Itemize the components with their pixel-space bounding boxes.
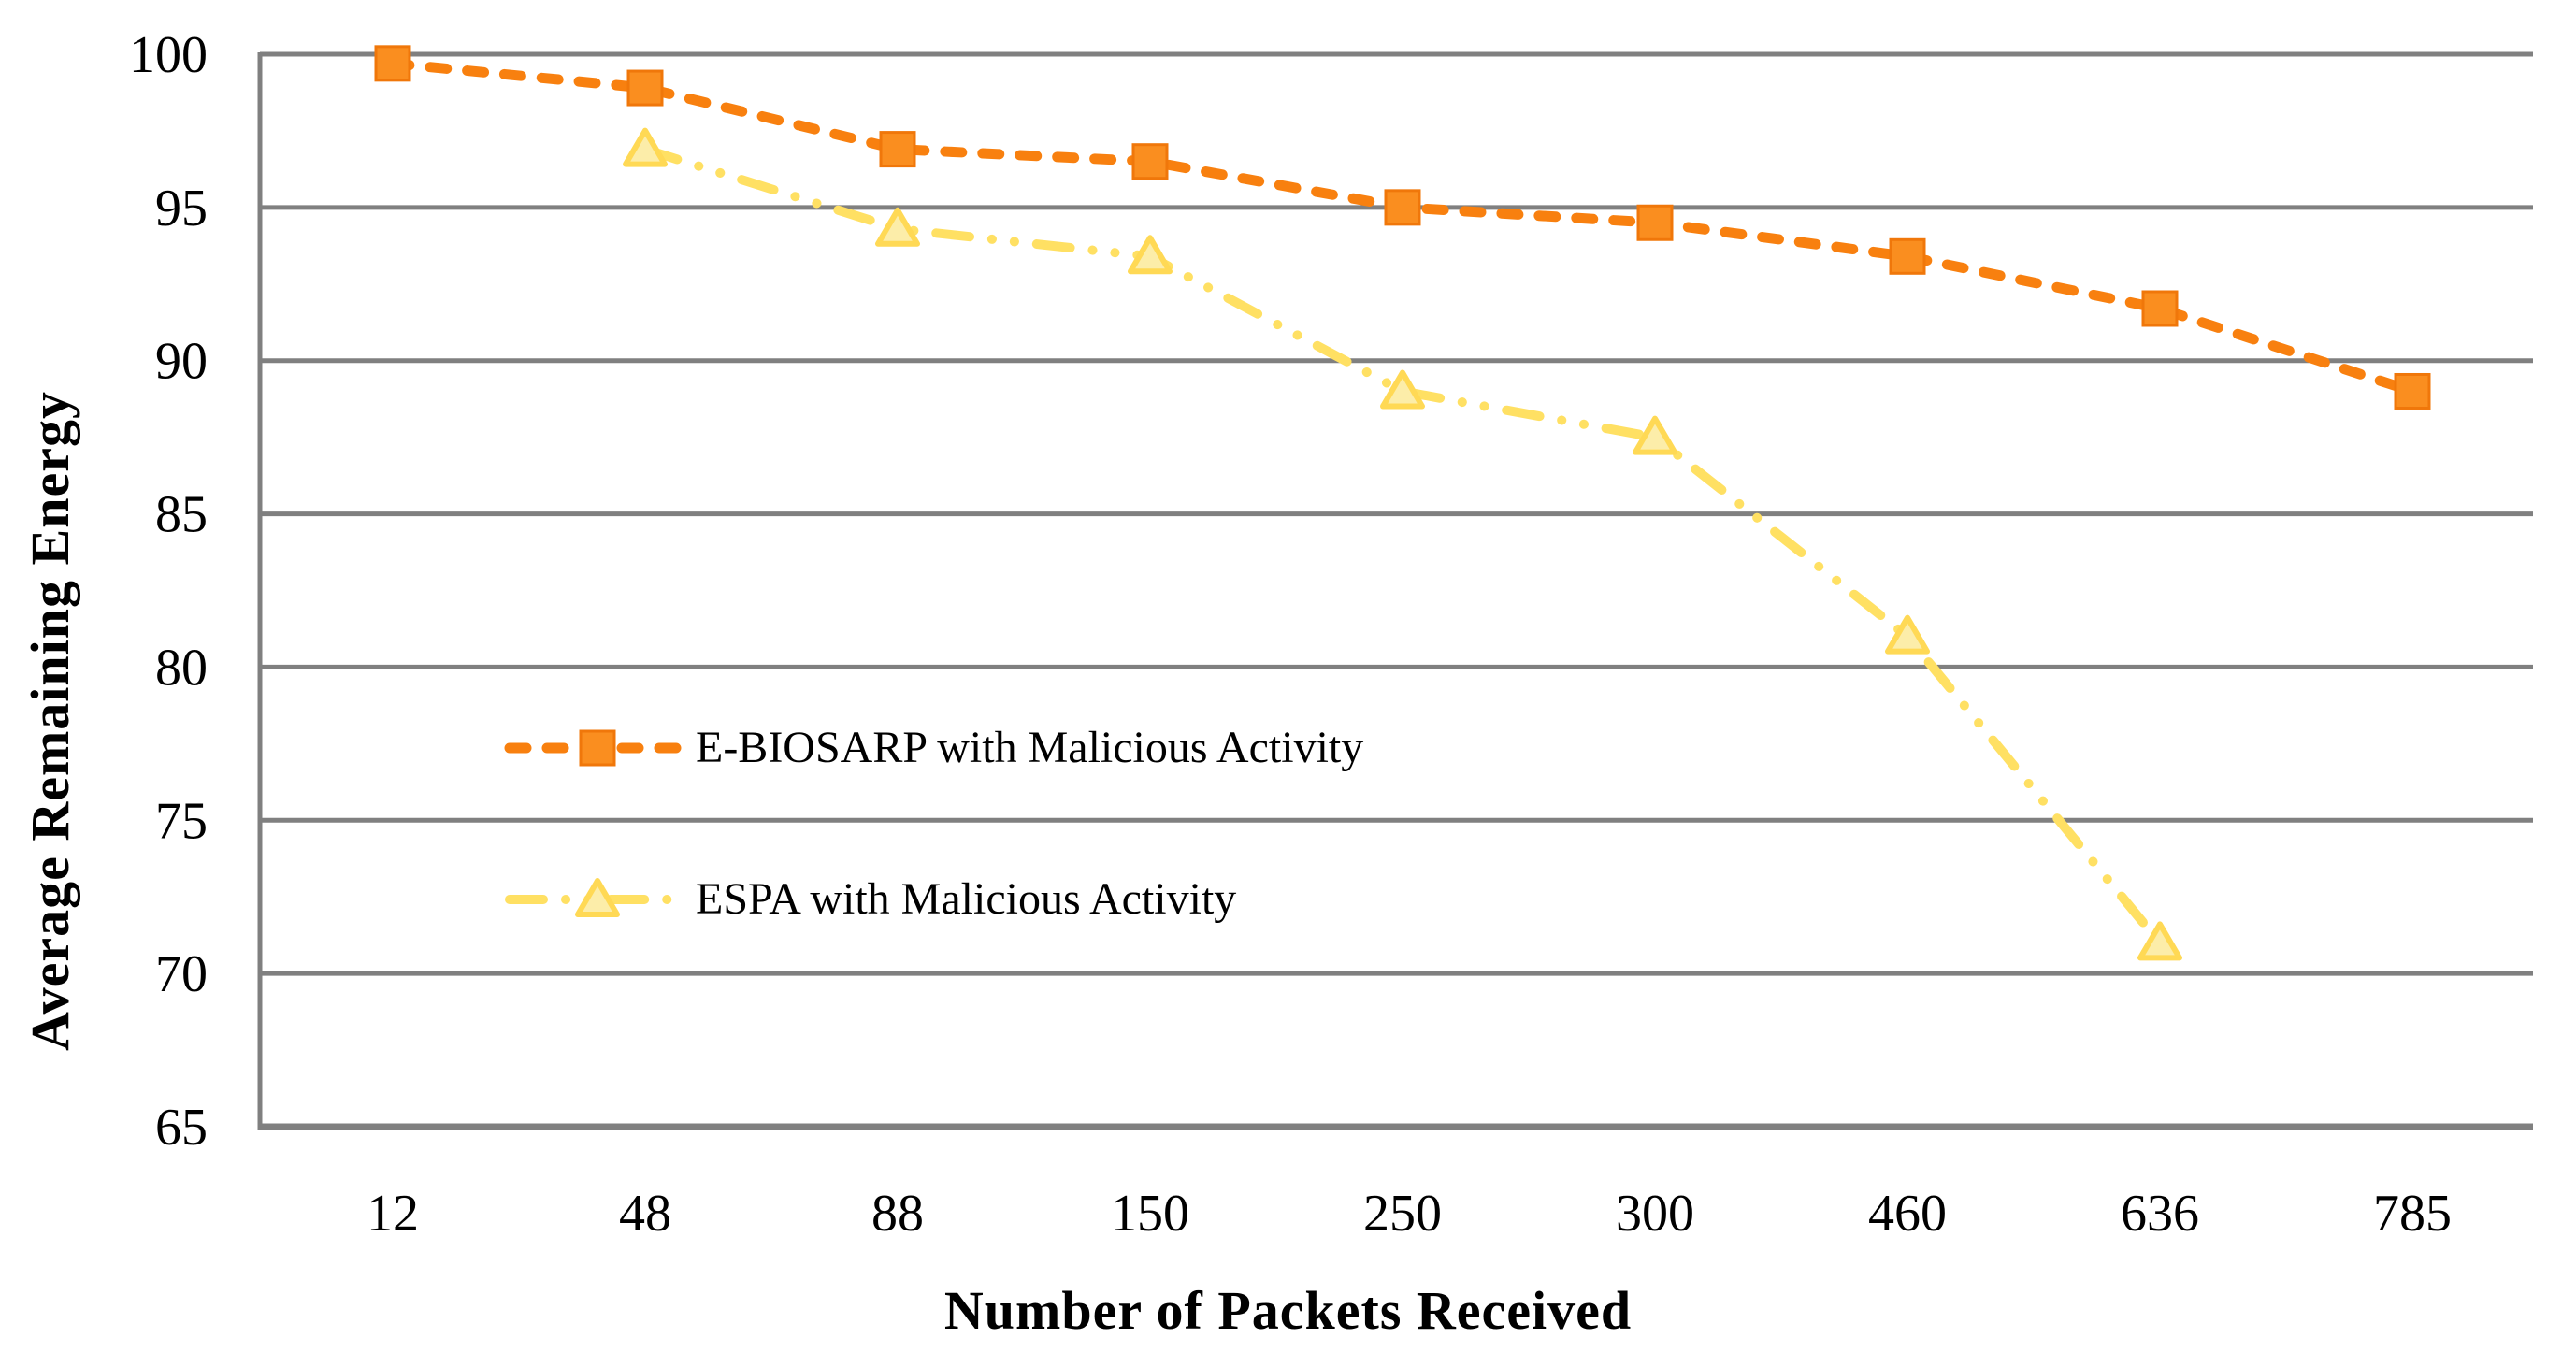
legend-label-espa: ESPA with Malicious Activity bbox=[696, 874, 1237, 924]
data-point-triangle-espa bbox=[1128, 235, 1173, 275]
data-point-triangle-espa bbox=[2137, 921, 2182, 961]
y-tick-label: 75 bbox=[155, 792, 208, 850]
x-tick-label: 460 bbox=[1868, 1185, 1947, 1243]
series-line-e-biosarp bbox=[387, 58, 2418, 396]
x-tick-label: 636 bbox=[2121, 1185, 2199, 1243]
y-tick-label: 90 bbox=[155, 333, 208, 391]
data-point-triangle-espa-legend bbox=[575, 878, 620, 917]
data-point-square-e-biosarp bbox=[2394, 372, 2431, 410]
data-point-square-e-biosarp-legend bbox=[579, 729, 616, 767]
data-point-square-e-biosarp bbox=[879, 131, 916, 168]
data-point-square-e-biosarp bbox=[2141, 290, 2179, 327]
data-point-square-e-biosarp bbox=[1384, 189, 1421, 226]
data-point-square-e-biosarp bbox=[1131, 143, 1169, 180]
x-tick-label: 250 bbox=[1363, 1185, 1442, 1243]
data-point-square-e-biosarp bbox=[1636, 204, 1674, 241]
y-tick-label: 70 bbox=[155, 945, 208, 1003]
data-point-triangle-espa bbox=[1633, 415, 1677, 455]
y-tick-label: 85 bbox=[155, 486, 208, 544]
y-tick-label: 80 bbox=[155, 639, 208, 697]
x-axis-title: Number of Packets Received bbox=[943, 1280, 1633, 1341]
data-point-triangle-espa bbox=[875, 207, 920, 247]
y-tick-label: 65 bbox=[155, 1099, 208, 1157]
data-point-triangle-espa bbox=[1380, 369, 1425, 410]
series-line-espa bbox=[640, 144, 2165, 948]
data-point-square-e-biosarp bbox=[374, 45, 411, 82]
y-tick-label: 95 bbox=[155, 180, 208, 237]
data-point-triangle-espa bbox=[623, 127, 668, 167]
x-tick-label: 150 bbox=[1111, 1185, 1189, 1243]
data-point-square-e-biosarp bbox=[1889, 237, 1926, 275]
y-axis-title: Average Remaining Energy bbox=[20, 391, 80, 1051]
y-tick-label: 100 bbox=[129, 26, 208, 84]
data-point-triangle-espa bbox=[1885, 614, 1930, 655]
legend-label-e-biosarp: E-BIOSARP with Malicious Activity bbox=[696, 723, 1364, 772]
x-tick-label: 12 bbox=[367, 1185, 419, 1243]
x-tick-label: 300 bbox=[1616, 1185, 1694, 1243]
x-tick-label: 785 bbox=[2373, 1185, 2452, 1243]
x-tick-label: 88 bbox=[871, 1185, 924, 1243]
x-tick-label: 48 bbox=[619, 1185, 671, 1243]
data-point-square-e-biosarp bbox=[626, 69, 664, 107]
